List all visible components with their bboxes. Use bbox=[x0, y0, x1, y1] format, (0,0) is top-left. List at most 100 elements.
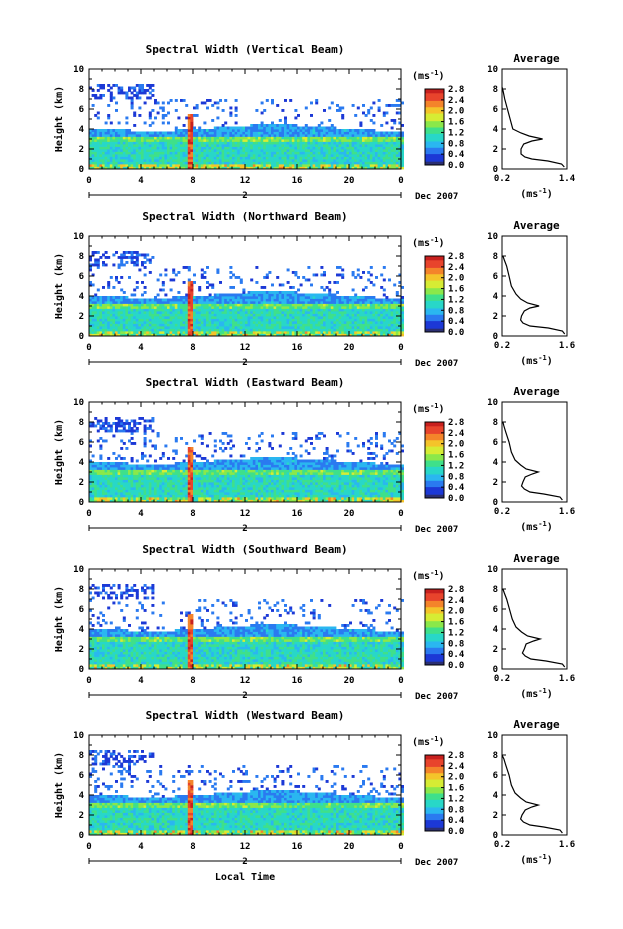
heatmap-cell bbox=[193, 144, 196, 147]
heatmap-cell bbox=[203, 129, 207, 132]
heatmap-cell bbox=[258, 323, 261, 327]
heatmap-cell bbox=[234, 134, 238, 137]
heatmap-cell bbox=[91, 151, 95, 155]
colorbar-segment bbox=[425, 106, 444, 109]
heatmap-cell bbox=[369, 318, 373, 322]
heatmap-cell bbox=[219, 331, 222, 334]
heatmap-cell bbox=[307, 146, 311, 150]
heatmap-cell bbox=[291, 291, 295, 294]
heatmap-cell bbox=[341, 296, 345, 299]
heatmap-cell bbox=[102, 333, 105, 337]
heatmap-cell bbox=[180, 136, 183, 140]
heatmap-cell bbox=[141, 263, 144, 267]
heatmap-cell bbox=[369, 106, 373, 110]
heatmap-cell bbox=[159, 146, 163, 150]
heatmap-cell bbox=[211, 331, 215, 334]
heatmap-cell bbox=[229, 316, 233, 319]
heatmap-cell bbox=[104, 256, 108, 259]
heatmap-cell bbox=[167, 111, 170, 115]
heatmap-cell bbox=[258, 306, 261, 309]
y-tick-label: 10 bbox=[73, 232, 84, 242]
heatmap-cell bbox=[307, 134, 311, 137]
heatmap-cell bbox=[388, 306, 391, 309]
heatmap-cell bbox=[255, 326, 259, 329]
heatmap-cell bbox=[312, 311, 316, 314]
heatmap-cell bbox=[286, 124, 290, 127]
heatmap-cell bbox=[229, 318, 233, 322]
x-tick-label: 20 bbox=[344, 343, 355, 353]
heatmap-cell bbox=[107, 296, 111, 299]
average-units-label: (ms-1) bbox=[520, 354, 553, 367]
heatmap-cell bbox=[359, 331, 363, 334]
heatmap-cell bbox=[349, 298, 352, 302]
colorbar-segment bbox=[425, 259, 444, 262]
heatmap-cell bbox=[195, 114, 199, 117]
heatmap-cell bbox=[177, 321, 181, 324]
heatmap-cell bbox=[172, 303, 176, 307]
heatmap-cell bbox=[304, 301, 308, 304]
heatmap-cell bbox=[172, 326, 176, 329]
heatmap-cell bbox=[265, 154, 269, 157]
heatmap-cell bbox=[343, 321, 347, 324]
heatmap-cell bbox=[310, 296, 313, 299]
heatmap-cell bbox=[193, 129, 196, 132]
heatmap-cell bbox=[161, 298, 165, 302]
heatmap-cell bbox=[164, 326, 168, 329]
heatmap-cell bbox=[125, 256, 129, 259]
heatmap-cell bbox=[354, 326, 358, 329]
heatmap-cell bbox=[120, 263, 124, 267]
heatmap-cell bbox=[356, 331, 360, 334]
y-tick-label: 6 bbox=[79, 272, 84, 282]
heatmap-cell bbox=[336, 316, 339, 319]
colorbar-segment bbox=[425, 294, 444, 296]
heatmap-cell bbox=[284, 161, 287, 165]
heatmap-cell bbox=[180, 298, 183, 302]
heatmap-cell bbox=[362, 321, 365, 324]
heatmap-cell bbox=[102, 166, 105, 170]
heatmap-cell bbox=[167, 154, 170, 157]
colorbar-segment bbox=[425, 152, 444, 155]
heatmap-cell bbox=[278, 146, 282, 150]
heatmap-cell bbox=[398, 141, 402, 145]
heatmap-cell bbox=[138, 156, 142, 160]
heatmap-cell bbox=[224, 136, 228, 140]
heatmap-cell bbox=[398, 149, 402, 152]
heatmap-cell bbox=[138, 86, 142, 90]
heatmap-cell bbox=[395, 313, 399, 317]
average-y-tick-label: 6 bbox=[493, 272, 498, 282]
heatmap-cell bbox=[133, 161, 137, 165]
heatmap-cell bbox=[343, 301, 347, 304]
heatmap-cell bbox=[260, 139, 264, 142]
heatmap-cell bbox=[333, 296, 337, 299]
heatmap-cell bbox=[219, 318, 222, 322]
heatmap-cell bbox=[323, 164, 326, 167]
heatmap-cell bbox=[315, 126, 319, 130]
heatmap-cell bbox=[252, 296, 256, 299]
heatmap-cell bbox=[172, 296, 176, 299]
heatmap-cell bbox=[364, 286, 368, 289]
heatmap-cell bbox=[239, 318, 243, 322]
heatmap-cell bbox=[375, 146, 378, 150]
heatmap-cell bbox=[297, 146, 300, 150]
heatmap-cell bbox=[380, 161, 384, 165]
heatmap-cell bbox=[341, 166, 345, 170]
heatmap-cell bbox=[89, 439, 92, 443]
heatmap-cell bbox=[96, 323, 100, 327]
colorbar-segment bbox=[425, 257, 444, 260]
heatmap-cell bbox=[377, 316, 381, 319]
heatmap-cell bbox=[284, 166, 287, 170]
heatmap-cell bbox=[135, 154, 139, 157]
heatmap-cell bbox=[328, 159, 332, 162]
colorbar-segment bbox=[425, 92, 444, 95]
heatmap-cell bbox=[221, 131, 225, 135]
heatmap-cell bbox=[133, 154, 137, 157]
heatmap-cell bbox=[312, 323, 316, 327]
heatmap-cell bbox=[208, 326, 212, 329]
heatmap-cell bbox=[99, 316, 103, 319]
heatmap-cell bbox=[317, 328, 321, 332]
heatmap-cell bbox=[143, 318, 147, 322]
heatmap-cell bbox=[102, 164, 105, 167]
heatmap-cell bbox=[364, 159, 368, 162]
heatmap-cell bbox=[169, 154, 173, 157]
heatmap-cell bbox=[291, 313, 295, 317]
